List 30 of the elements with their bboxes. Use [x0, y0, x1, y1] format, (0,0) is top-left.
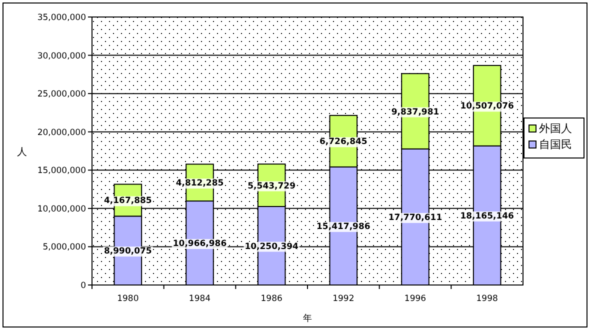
y-tick-label: 5,000,000	[42, 242, 86, 253]
data-label: 9,837,981	[391, 107, 440, 118]
y-tick-label: 15,000,000	[37, 166, 86, 176]
x-tick-label: 1996	[404, 294, 426, 304]
y-tick-label: 10,000,000	[37, 204, 86, 214]
data-label: 5,543,729	[248, 181, 296, 192]
data-label: 4,812,285	[176, 178, 224, 189]
x-tick-label: 1984	[188, 294, 211, 304]
data-label: 8,990,075	[104, 246, 152, 257]
legend-label: 外国人	[539, 122, 572, 135]
x-axis-title: 年	[303, 313, 312, 324]
y-tick-label: 25,000,000	[37, 90, 86, 100]
y-axis-title: 人	[17, 147, 27, 158]
y-tick-label: 0	[80, 281, 86, 291]
data-label: 4,167,885	[104, 196, 152, 206]
data-label: 15,417,986	[316, 222, 370, 232]
x-tick-label: 1998	[476, 294, 498, 304]
data-label: 18,165,146	[460, 211, 514, 222]
y-tick-label: 30,000,000	[37, 51, 86, 62]
data-label: 10,966,986	[172, 239, 227, 250]
x-tick-label: 1986	[260, 294, 282, 304]
data-label: 6,726,845	[319, 137, 368, 148]
y-tick-label: 35,000,000	[37, 13, 86, 23]
data-label: 17,770,611	[388, 212, 442, 223]
legend-label: 自国民	[539, 138, 572, 151]
x-tick-label: 1980	[117, 294, 139, 304]
data-label: 10,507,076	[460, 102, 514, 112]
data-label: 10,250,394	[244, 242, 299, 252]
x-tick-label: 1992	[332, 294, 354, 304]
y-tick-label: 20,000,000	[37, 128, 86, 138]
